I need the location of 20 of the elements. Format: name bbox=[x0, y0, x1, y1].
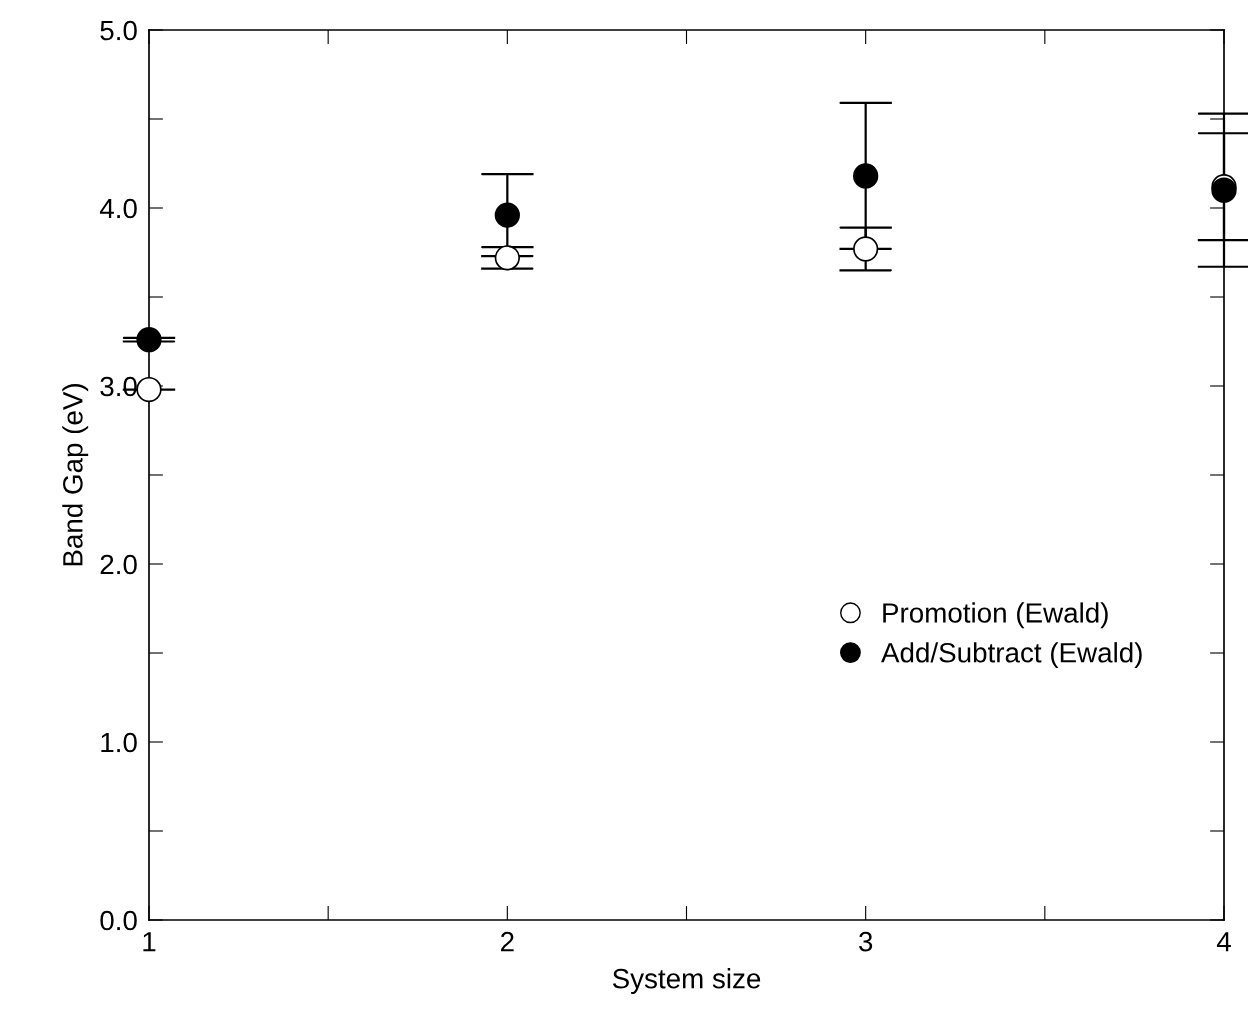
y-tick-label: 2.0 bbox=[100, 554, 137, 575]
point bbox=[494, 202, 520, 228]
legend-label: Promotion (Ewald) bbox=[883, 602, 1108, 629]
point bbox=[494, 245, 520, 271]
x-tick-label: 2 bbox=[501, 931, 514, 952]
y-tick-label: 1.0 bbox=[101, 732, 137, 753]
x-axis-title: System size bbox=[612, 968, 761, 995]
legend-label: Add/Subtract (Ewald) bbox=[881, 642, 1142, 669]
x-tick-label: 1 bbox=[143, 932, 156, 952]
y-tick-label: 4.0 bbox=[99, 198, 137, 219]
y-tick-label: 5.0 bbox=[100, 20, 137, 41]
y-tick-label: 0.0 bbox=[100, 910, 137, 931]
y-axis-title: Band Gap (eV) bbox=[62, 384, 89, 566]
point bbox=[853, 163, 879, 189]
x-tick-label: 4 bbox=[1216, 932, 1231, 952]
y-tick-label: 3.0 bbox=[100, 376, 137, 397]
point bbox=[853, 236, 879, 262]
point bbox=[136, 376, 162, 403]
x-tick-label: 3 bbox=[859, 931, 873, 952]
point bbox=[136, 327, 162, 353]
